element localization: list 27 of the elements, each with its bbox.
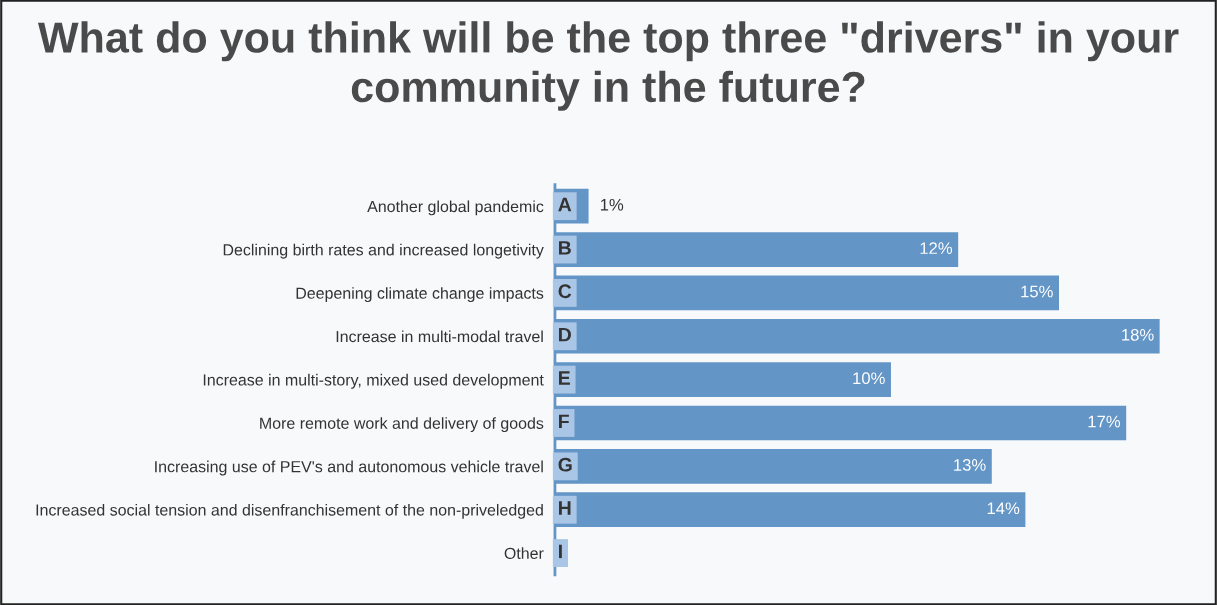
data-label: 13% xyxy=(954,459,986,471)
annotation: C xyxy=(558,284,572,299)
y-tick-label: Increasing use of PEV's and autonomous vehicle travel xyxy=(155,460,543,476)
data-label: 18% xyxy=(1122,328,1154,341)
annotation: D xyxy=(559,327,571,342)
annotation: I xyxy=(559,544,562,559)
y-tick-label: Increase in multi-story, mixed used development xyxy=(203,373,544,389)
annotation: F xyxy=(559,414,569,429)
data-label: 10% xyxy=(853,372,885,385)
y-tick-label: Increase in multi-modal travel xyxy=(336,330,543,343)
annotation: B xyxy=(559,241,571,255)
data-label: 1% xyxy=(600,198,624,211)
annotation: G xyxy=(558,457,572,472)
y-tick-label: Deepening climate change impacts xyxy=(296,287,544,303)
annotation: H xyxy=(559,501,571,515)
y-tick-label: Increased social tension and disenfranchisement of the non-priveledged xyxy=(36,503,543,519)
y-tick-label: Other xyxy=(504,547,544,560)
chart-title: What do you think will be the top three "drivers" in your community in the future? xyxy=(37,21,1179,111)
y-tick-label: Another global pandemic xyxy=(367,200,544,216)
data-label: 14% xyxy=(987,502,1020,515)
data-label: 17% xyxy=(1088,415,1121,428)
annotation: E xyxy=(559,371,570,385)
y-tick-label: More remote work and delivery of goods xyxy=(260,417,544,433)
y-tick-label: Declining birth rates and increased longetivity xyxy=(223,243,544,259)
data-label: 15% xyxy=(1021,285,1053,298)
data-label: 12% xyxy=(920,242,953,254)
annotation: A xyxy=(558,197,572,212)
